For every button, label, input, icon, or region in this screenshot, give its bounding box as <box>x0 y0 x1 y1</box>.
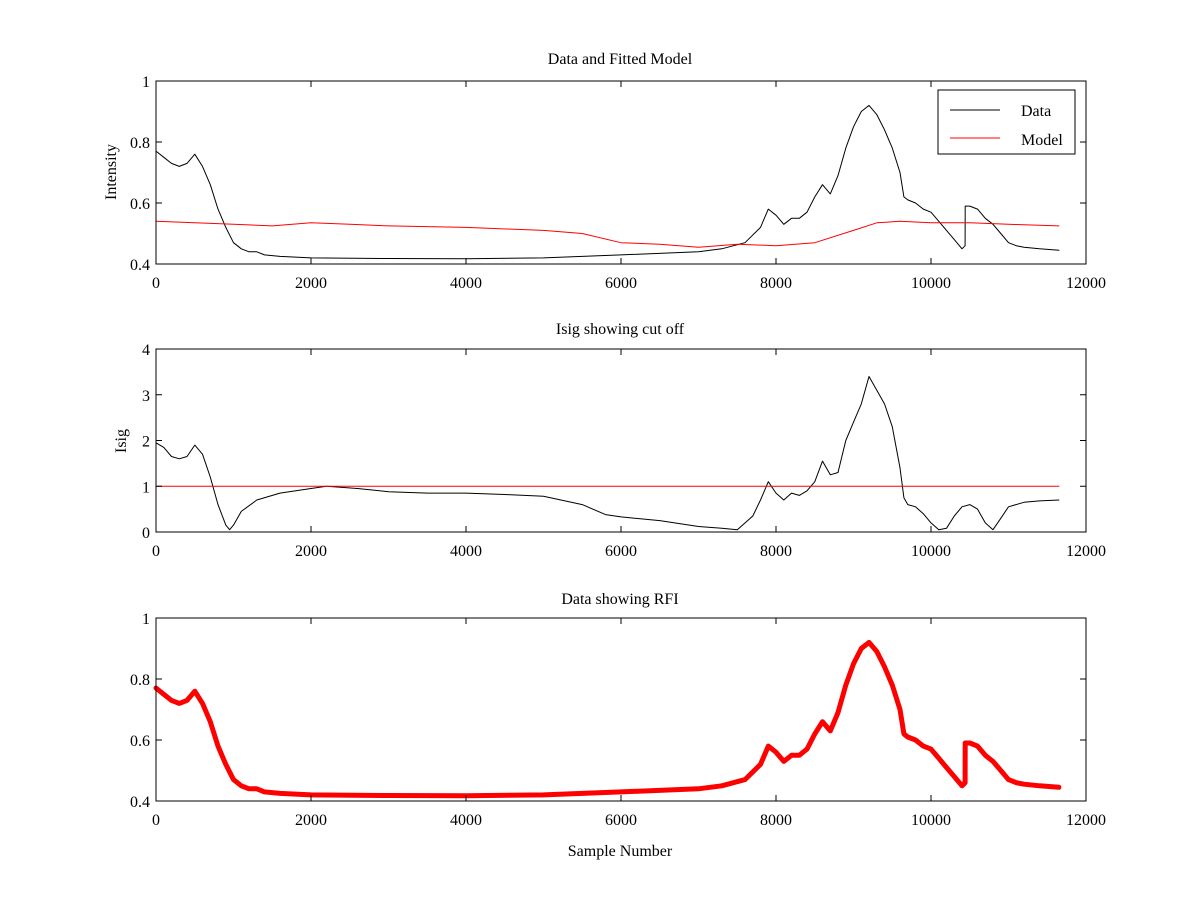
y-tick-label: 1 <box>142 74 150 91</box>
y-tick-label: 0 <box>142 525 150 542</box>
subplot-data-showing-rfi: Data showing RFI 0 2000 4000 6000 8000 10000 1… <box>130 591 1106 860</box>
x-tick-label: 6000 <box>605 543 637 560</box>
x-tick-label: 10000 <box>911 812 951 829</box>
x-tick-label: 12000 <box>1066 543 1106 560</box>
axes-frame <box>155 617 1087 802</box>
x-tick-label: 2000 <box>295 543 327 560</box>
x-tick-label: 0 <box>152 275 160 292</box>
x-tick-label: 8000 <box>760 543 792 560</box>
legend: Data Model <box>937 89 1076 155</box>
y-tick-label: 3 <box>142 388 150 405</box>
axes-frame <box>155 80 1087 265</box>
subplot-isig-cut-off: Isig showing cut off Isig 0 2000 4000 6000 8… <box>113 321 1106 560</box>
y-tick-label: 0.4 <box>130 794 150 811</box>
x-tick-label: 6000 <box>605 275 637 292</box>
axes-frame <box>155 348 1087 533</box>
y-tick-label: 1 <box>142 611 150 628</box>
legend-entry-model: Model <box>1021 132 1063 149</box>
x-tick-label: 4000 <box>450 543 482 560</box>
subplot-data-and-fitted-model: Data and Fitted Model Intensity 0 2000 400… <box>103 51 1106 292</box>
x-tick-label: 2000 <box>295 275 327 292</box>
plot-area <box>155 376 1060 531</box>
subplot-title: Data and Fitted Model <box>548 51 693 68</box>
x-tick-label: 8000 <box>760 812 792 829</box>
x-tick-label: 4000 <box>450 275 482 292</box>
y-axis-label: Isig <box>113 429 130 453</box>
x-tick-label: 0 <box>152 543 160 560</box>
series-line-data <box>155 104 1060 260</box>
x-axis-label: Sample Number <box>568 843 673 860</box>
y-tick-label: 2 <box>142 434 150 451</box>
y-tick-label: 0.8 <box>130 135 150 152</box>
y-tick-label: 4 <box>142 342 150 359</box>
x-tick-label: 2000 <box>295 812 327 829</box>
x-tick-label: 4000 <box>450 812 482 829</box>
plot-area <box>155 104 1060 260</box>
x-tick-label: 12000 <box>1066 275 1106 292</box>
x-tick-label: 10000 <box>911 543 951 560</box>
y-tick-label: 1 <box>142 479 150 496</box>
series-line-0 <box>155 376 1060 531</box>
axis-ticks: 0 2000 4000 6000 8000 10000 12000 0.4 0.6 0.8 1 <box>130 74 1106 292</box>
y-tick-label: 0.4 <box>130 257 150 274</box>
x-tick-label: 8000 <box>760 275 792 292</box>
y-axis-label: Intensity <box>103 144 120 200</box>
x-tick-label: 0 <box>152 812 160 829</box>
x-tick-label: 10000 <box>911 275 951 292</box>
y-tick-label: 0.6 <box>130 196 150 213</box>
series-line-model <box>155 220 1060 248</box>
series-line-0 <box>153 639 1062 799</box>
legend-entry-data: Data <box>1021 103 1051 120</box>
x-tick-label: 6000 <box>605 812 637 829</box>
legend-box <box>937 89 1076 155</box>
y-tick-label: 0.8 <box>130 672 150 689</box>
x-tick-label: 12000 <box>1066 812 1106 829</box>
subplot-title: Data showing RFI <box>561 591 678 608</box>
subplot-title: Isig showing cut off <box>556 321 685 338</box>
axis-ticks: 0 2000 4000 6000 8000 10000 12000 0 1 2 3 4 <box>142 342 1106 560</box>
plot-area <box>153 639 1062 799</box>
y-tick-label: 0.6 <box>130 733 150 750</box>
